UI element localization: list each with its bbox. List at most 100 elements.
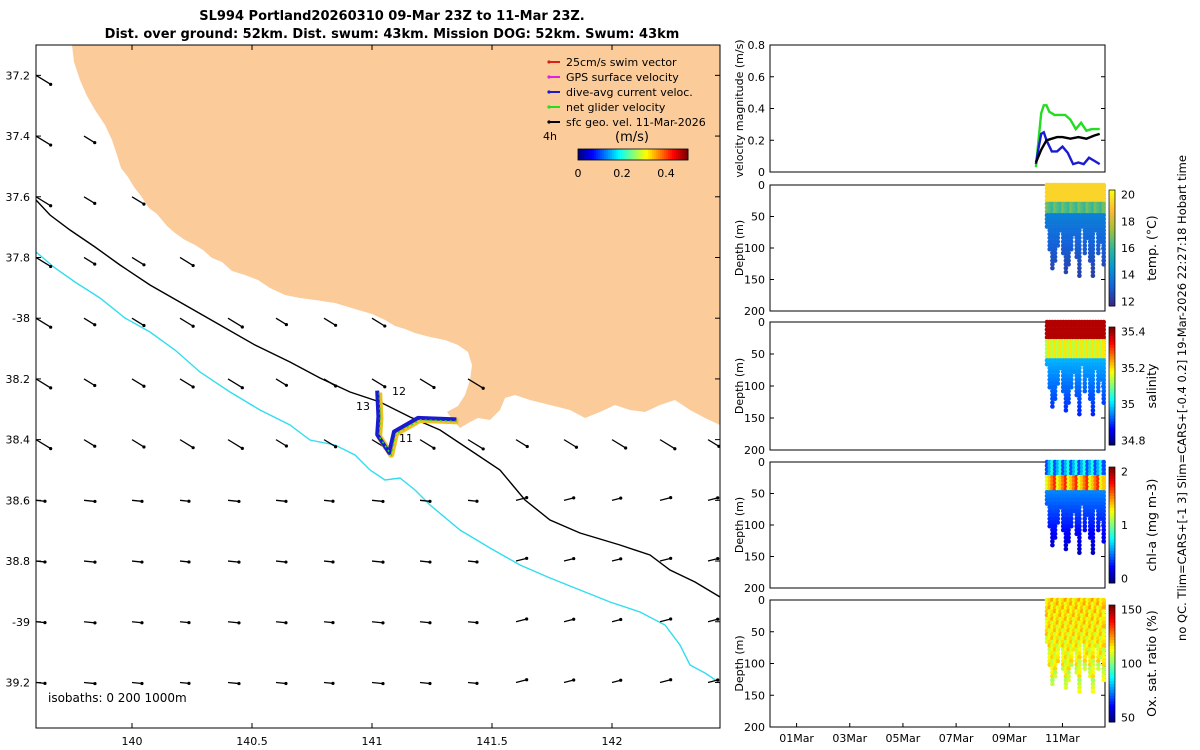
profile-colorbar-label: chl-a (mg m-3) — [1144, 479, 1159, 572]
colorbar-cell — [1109, 513, 1115, 517]
geo-velocity-arrow — [563, 556, 576, 562]
profile-dot — [1077, 258, 1082, 263]
geo-velocity-arrow — [419, 499, 432, 503]
profile-dot — [1063, 404, 1069, 409]
profile-dot — [1101, 243, 1106, 248]
arrow-shaft — [227, 621, 240, 624]
profile-dot — [1082, 662, 1088, 668]
profile-dot — [1101, 463, 1106, 469]
depth-ylabel: Depth (m) — [733, 358, 746, 414]
colorbar-cell — [1109, 577, 1115, 581]
colorbar-cell — [1109, 625, 1115, 629]
arrow-shaft — [179, 317, 194, 327]
profile-dot — [1101, 624, 1106, 629]
geo-velocity-arrow — [323, 378, 338, 388]
profile-dot — [1090, 246, 1096, 252]
velocity-y-tick-label: 0.6 — [748, 71, 766, 84]
geo-velocity-arrow — [36, 256, 53, 269]
profile-dot — [1101, 365, 1106, 371]
profile-dot — [1090, 550, 1096, 556]
colorbar-cell — [1109, 678, 1115, 682]
colorbar-cell — [1109, 239, 1115, 243]
profile-dot — [1090, 400, 1096, 405]
arrow-head — [619, 557, 623, 561]
arrow-shaft — [179, 439, 194, 449]
profile-dot — [1101, 474, 1106, 480]
date-tick-label: 01Mar — [779, 732, 814, 745]
geo-velocity-arrow — [707, 556, 720, 562]
colorbar-cell — [1109, 350, 1115, 355]
profile-dot — [1101, 194, 1106, 199]
geo-velocity-vectors — [36, 74, 720, 686]
colorbar-cell — [1109, 716, 1115, 720]
arrow-shaft — [563, 618, 574, 623]
profile-colorbar-label: temp. (°C) — [1144, 215, 1159, 280]
arrow-head — [669, 496, 673, 500]
arrow-shaft — [131, 439, 145, 448]
profile-dot — [1069, 654, 1074, 660]
arrow-head — [284, 383, 289, 387]
profile-dot — [1077, 369, 1082, 375]
colorbar-cell — [1109, 412, 1115, 416]
depth-tick-label: 0 — [758, 179, 765, 192]
colorbar-cell — [1109, 657, 1115, 662]
arrow-head — [187, 621, 191, 625]
colorbar-cell — [684, 149, 687, 160]
depth-tick-label: 100 — [744, 380, 765, 393]
profile-dot — [1050, 681, 1055, 687]
geo-velocity-arrow — [83, 560, 97, 564]
colorbar-cell — [652, 149, 655, 160]
arrow-shaft — [419, 439, 435, 449]
colorbar-cell — [1109, 192, 1115, 197]
colorbar-cell — [1109, 530, 1115, 535]
arrow-head — [481, 386, 485, 390]
arrow-shaft — [371, 621, 384, 624]
colorbar-cell — [656, 149, 659, 160]
colorbar-cell — [1109, 297, 1115, 301]
profile-dot — [1066, 250, 1071, 256]
colorbar-tick-label: 0.4 — [657, 167, 675, 180]
geo-velocity-arrow — [131, 256, 146, 267]
arrow-head — [237, 681, 241, 686]
profile-dot — [1101, 392, 1106, 398]
profile-dot — [1082, 250, 1088, 256]
profile-dot — [1077, 265, 1082, 271]
colorbar-cell — [1109, 467, 1115, 471]
profile-dot — [1077, 539, 1082, 544]
geo-velocity-arrow — [131, 681, 144, 686]
geo-velocity-arrow — [419, 621, 432, 625]
profile-dot — [1101, 459, 1106, 465]
profile-dot — [1055, 373, 1061, 379]
profile-dot — [1101, 228, 1106, 233]
colorbar-cell — [1109, 698, 1115, 703]
profile-dot — [1101, 647, 1106, 652]
profile-dot — [1069, 516, 1074, 521]
profile-dot — [1096, 662, 1101, 668]
geo-velocity-arrow — [179, 317, 195, 328]
colorbar-cell — [628, 149, 631, 160]
colorbar-cell — [1109, 713, 1115, 717]
colorbar-cell — [1109, 221, 1115, 226]
arrow-head — [140, 560, 144, 564]
depth-tick-label: 150 — [744, 551, 765, 564]
colorbar-cell — [1109, 619, 1115, 624]
arrow-head — [428, 499, 432, 503]
geo-velocity-arrow — [659, 556, 673, 562]
arrow-head — [525, 496, 529, 500]
colorbar-cell — [610, 149, 613, 160]
colorbar-cell — [654, 149, 657, 160]
arrow-shaft — [275, 681, 287, 685]
date-tick-label: 03Mar — [832, 732, 867, 745]
profile-dot — [1077, 250, 1082, 256]
profile-dot — [1077, 689, 1082, 694]
profile-dot — [1096, 381, 1101, 386]
colorbar-cell — [1109, 683, 1115, 688]
profile-dot — [1077, 512, 1082, 518]
colorbar-cell — [608, 149, 611, 160]
profile-dot — [1055, 369, 1061, 375]
arrow-shaft — [227, 681, 240, 685]
arrow-head — [49, 82, 53, 86]
profile-dot — [1101, 327, 1106, 332]
legend-4h: 4h — [543, 130, 557, 143]
colorbar-unit: (m/s) — [615, 130, 649, 145]
